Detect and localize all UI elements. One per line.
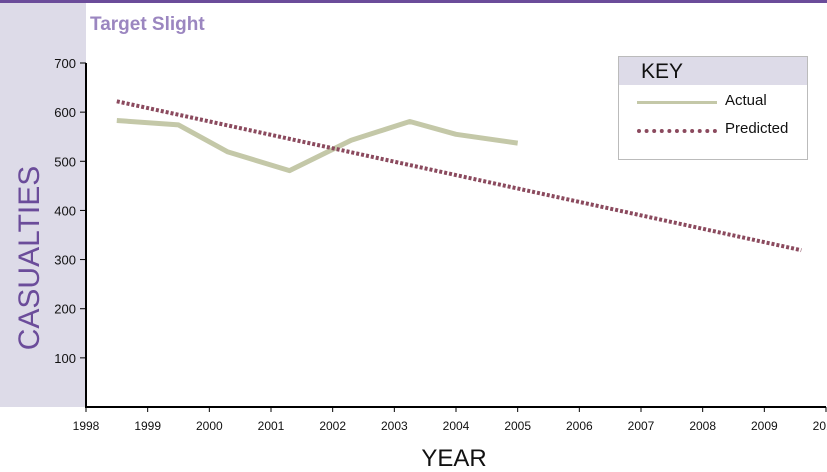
x-tick-label: 2002 (319, 419, 346, 433)
x-tick-label: 2001 (258, 419, 285, 433)
x-tick-label: 2004 (443, 419, 470, 433)
x-axis-label: YEAR (421, 445, 486, 472)
y-axis-label: CASUALTIES (13, 166, 46, 351)
y-tick-label: 300 (54, 253, 76, 268)
y-tick-label: 600 (54, 105, 76, 120)
x-tick-label: 2003 (381, 419, 408, 433)
legend-swatch-actual (637, 101, 717, 104)
x-tick-label: 2005 (504, 419, 531, 433)
y-tick-label: 700 (54, 56, 76, 71)
x-tick-label: 2000 (196, 419, 223, 433)
series-predicted-line (116, 99, 802, 253)
x-tick-label: 2009 (751, 419, 778, 433)
x-tick-label: 1999 (134, 419, 161, 433)
legend-title: KEY (619, 57, 807, 85)
x-tick-label: 2007 (628, 419, 655, 433)
legend-item-predicted: Predicted (619, 119, 807, 141)
x-tick-label: 2006 (566, 419, 593, 433)
legend: KEY Actual Predicted (618, 56, 808, 160)
legend-label-predicted: Predicted (725, 120, 789, 137)
y-tick-label: 200 (54, 302, 76, 317)
y-tick-label: 400 (54, 203, 76, 218)
y-tick-label: 100 (54, 351, 76, 366)
y-tick-label: 500 (54, 154, 76, 169)
legend-label-actual: Actual (725, 92, 767, 109)
x-tick-label: 2008 (689, 419, 716, 433)
legend-swatch-predicted (637, 129, 717, 133)
series-actual-line (116, 118, 519, 174)
chart-title: Target Slight (90, 14, 205, 35)
top-rule (0, 0, 827, 3)
side-panel (0, 3, 86, 407)
legend-item-actual: Actual (619, 91, 807, 113)
x-tick-label: 1998 (73, 419, 100, 433)
